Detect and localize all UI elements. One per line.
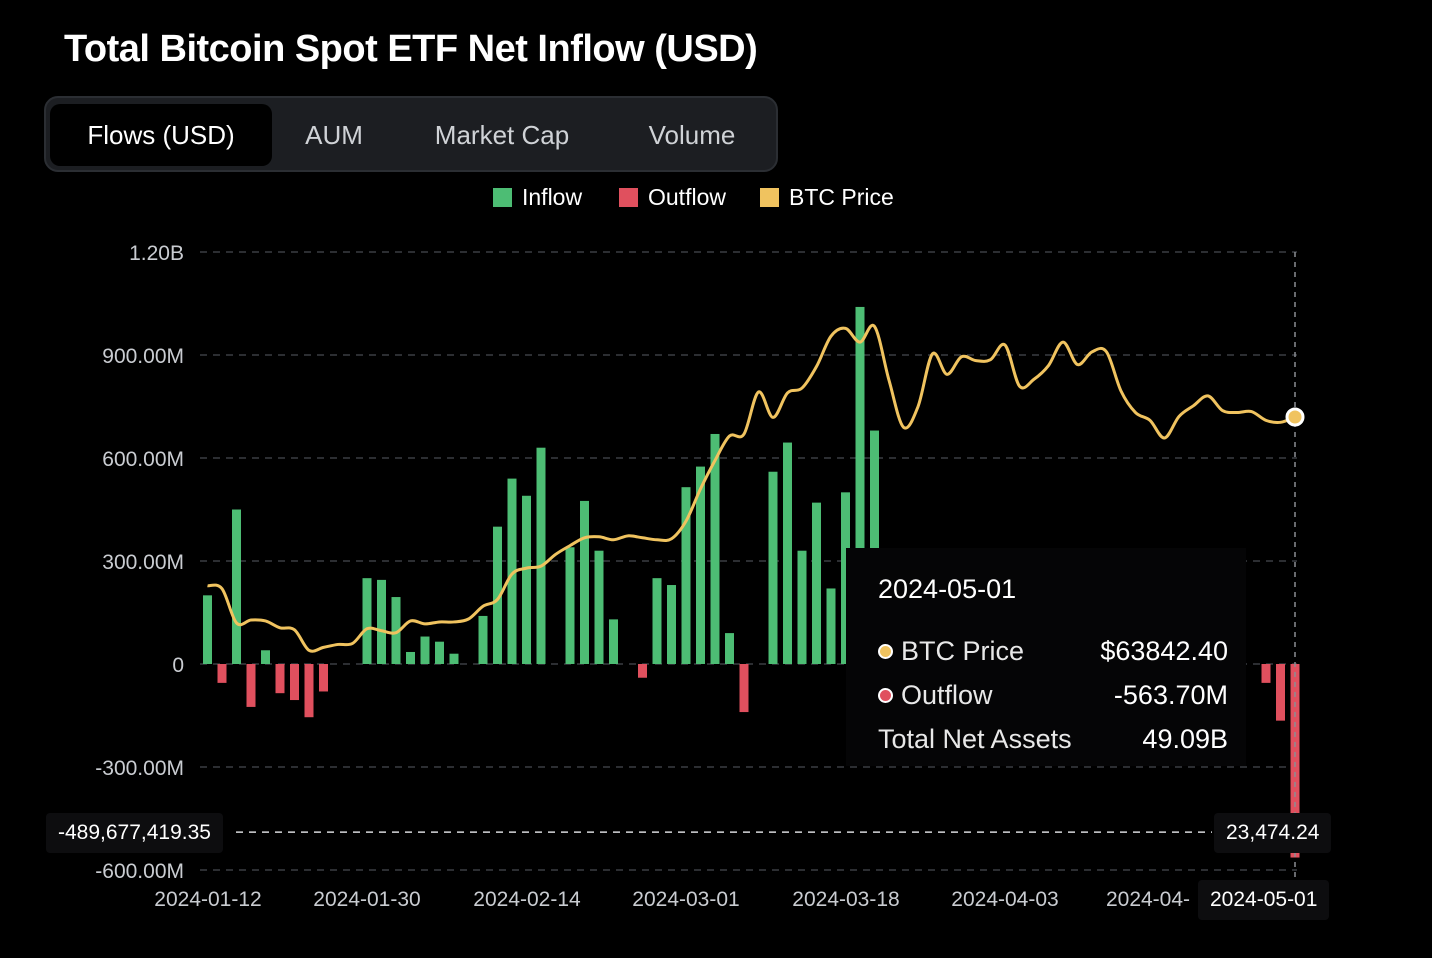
- legend-label-btc-price: BTC Price: [789, 184, 894, 210]
- inflow-bar: [797, 550, 807, 664]
- tooltip-date: 2024-05-01: [878, 574, 1017, 604]
- y-tick-label: 1.20B: [129, 242, 184, 265]
- inflow-bar: [232, 509, 241, 664]
- tooltip-row-total-net-assets: Total Net Assets 49.09B: [878, 724, 1228, 760]
- legend-item-inflow[interactable]: Inflow: [493, 182, 582, 212]
- legend-label-inflow: Inflow: [522, 184, 583, 210]
- outflow-bar: [217, 664, 227, 683]
- outflow-swatch: [619, 188, 638, 207]
- x-tick-label: 2024-02-14: [473, 888, 581, 911]
- outflow-dot-icon: [878, 688, 893, 703]
- inflow-bar: [478, 615, 488, 664]
- inflow-bar: [652, 578, 662, 664]
- outflow-bar: [1261, 664, 1271, 683]
- y-tick-label: -600.00M: [95, 860, 184, 883]
- inflow-bar: [783, 442, 792, 664]
- crosshair-y-label-right: 23,474.24: [1214, 813, 1332, 853]
- inflow-bar: [377, 579, 386, 664]
- inflow-bar: [870, 430, 879, 664]
- inflow-bar: [667, 585, 676, 664]
- tooltip-label-outflow: Outflow: [901, 680, 993, 710]
- btc-price-line: [207, 323, 1296, 653]
- x-tick-label: 2024-01-30: [313, 888, 420, 911]
- inflow-bar: [580, 500, 589, 664]
- tooltip-label-total-net-assets: Total Net Assets: [878, 724, 1072, 754]
- btc-price-dot-icon: [878, 644, 893, 659]
- y-tick-label: -300.00M: [95, 757, 184, 780]
- outflow-bar: [1290, 664, 1300, 858]
- outflow-bar: [638, 664, 647, 678]
- tooltip-value-total-net-assets: 49.09B: [1142, 724, 1228, 754]
- tooltip-value-btc-price: $63842.40: [1100, 636, 1228, 666]
- tooltip-label-btc-price: BTC Price: [901, 636, 1025, 666]
- tab-aum[interactable]: AUM: [305, 120, 363, 150]
- tab-market-cap[interactable]: Market Cap: [434, 120, 570, 150]
- inflow-bar: [203, 595, 212, 664]
- inflow-bar: [609, 619, 618, 664]
- x-tick-label: 2024-04-03: [951, 888, 1058, 911]
- inflow-bar: [855, 306, 865, 664]
- x-tick-label: 2024-04-: [1106, 888, 1190, 911]
- inflow-bar: [406, 651, 415, 664]
- inflow-swatch: [493, 188, 512, 207]
- inflow-bar: [841, 492, 850, 664]
- outflow-bar: [275, 664, 285, 694]
- legend-item-outflow[interactable]: Outflow: [619, 182, 726, 212]
- tooltip-value-outflow: -563.70M: [1113, 680, 1228, 710]
- outflow-bar: [739, 664, 749, 713]
- inflow-bar: [725, 633, 734, 664]
- inflow-bar: [826, 588, 836, 664]
- inflow-bar: [681, 487, 691, 664]
- outflow-bar: [290, 664, 299, 701]
- y-tick-label: 600.00M: [102, 448, 184, 471]
- crosshair-y-label-left: -489,677,419.35: [46, 813, 223, 853]
- btc-price-swatch: [760, 188, 779, 207]
- legend-item-btc-price[interactable]: BTC Price: [760, 182, 894, 212]
- view-tabs: Flows (USD) AUM Market Cap Volume: [44, 96, 778, 172]
- x-tick-label: 2024-01-12: [154, 888, 261, 911]
- inflow-bar: [362, 578, 372, 664]
- y-tick-label: 900.00M: [102, 345, 184, 368]
- outflow-bar: [319, 664, 328, 692]
- inflow-bar: [261, 650, 270, 664]
- inflow-bar: [507, 478, 517, 664]
- x-tick-label: 2024-03-18: [792, 888, 899, 911]
- inflow-bar: [391, 597, 401, 664]
- chart-legend: Inflow Outflow BTC Price: [0, 182, 1432, 212]
- tooltip-row-btc-price: BTC Price $63842.40: [878, 636, 1228, 672]
- inflow-bar: [435, 641, 444, 664]
- outflow-bar: [246, 664, 256, 707]
- inflow-bar: [710, 433, 720, 664]
- inflow-bar: [696, 466, 705, 664]
- inflow-bar: [565, 547, 575, 664]
- tooltip-row-outflow: Outflow -563.70M: [878, 680, 1228, 716]
- inflow-bar: [449, 653, 459, 664]
- inflow-bar: [420, 636, 430, 664]
- inflow-bar: [812, 502, 821, 664]
- tab-volume[interactable]: Volume: [648, 120, 736, 150]
- inflow-bar: [768, 471, 778, 664]
- outflow-bar: [304, 664, 314, 718]
- inflow-bar: [522, 495, 531, 664]
- inflow-bar: [536, 447, 546, 664]
- x-tick-label: 2024-03-01: [632, 888, 739, 911]
- outflow-bar: [1276, 664, 1285, 721]
- chart-title: Total Bitcoin Spot ETF Net Inflow (USD): [64, 28, 758, 70]
- inflow-bar: [594, 550, 604, 664]
- btc-price-marker: [1285, 407, 1305, 427]
- y-tick-label: 0: [172, 654, 184, 677]
- y-tick-label: 300.00M: [102, 551, 184, 574]
- inflow-bar: [493, 526, 502, 664]
- legend-label-outflow: Outflow: [648, 184, 726, 210]
- tab-flows[interactable]: Flows (USD): [50, 104, 272, 166]
- crosshair-x-label: 2024-05-01: [1198, 880, 1330, 920]
- tooltip: 2024-05-01 BTC Price $63842.40 Outflow -…: [846, 548, 1246, 766]
